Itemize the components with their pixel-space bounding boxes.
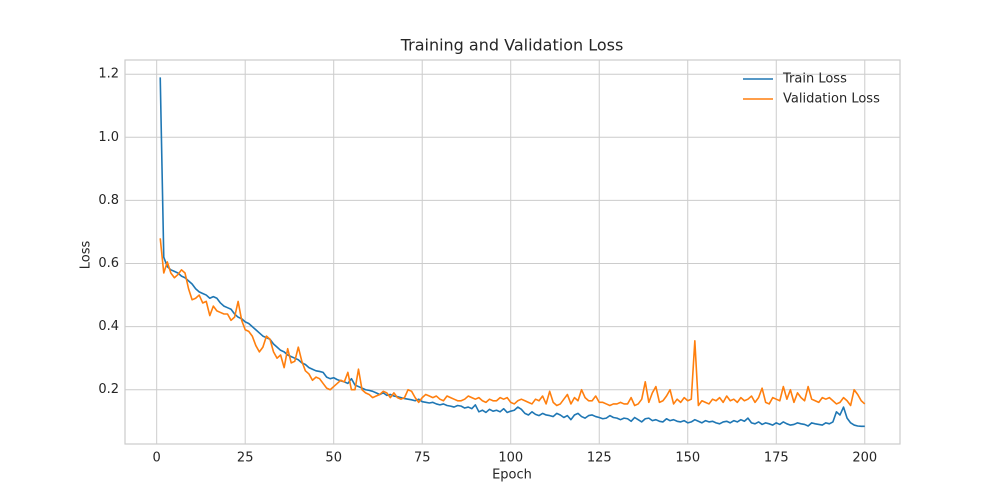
y-tick-label: 0.4 [98, 319, 119, 334]
y-axis-label: Loss [79, 241, 94, 270]
x-tick-label: 125 [587, 451, 612, 466]
x-tick-label: 100 [498, 451, 523, 466]
legend-label: Train Loss [782, 72, 847, 87]
x-tick-label: 150 [675, 451, 700, 466]
plot-frame [124, 59, 901, 445]
x-tick-label: 0 [153, 451, 161, 466]
x-tick-label: 175 [764, 451, 789, 466]
line-series [159, 238, 866, 407]
x-tick-label: 200 [852, 451, 877, 466]
y-tick-label: 1.2 [98, 67, 119, 82]
line-series [159, 77, 865, 428]
x-tick-label: 75 [414, 451, 431, 466]
x-tick-label: 50 [325, 451, 342, 466]
y-tick-label: 0.8 [98, 193, 119, 208]
x-axis-label: Epoch [492, 468, 532, 483]
x-tick-label: 25 [237, 451, 254, 466]
y-tick-label: 0.6 [98, 256, 119, 271]
chart-title: Training and Validation Loss [400, 36, 624, 55]
y-tick-label: 0.2 [98, 382, 119, 397]
y-tick-label: 1.0 [98, 130, 119, 145]
legend-label: Validation Loss [783, 92, 880, 107]
